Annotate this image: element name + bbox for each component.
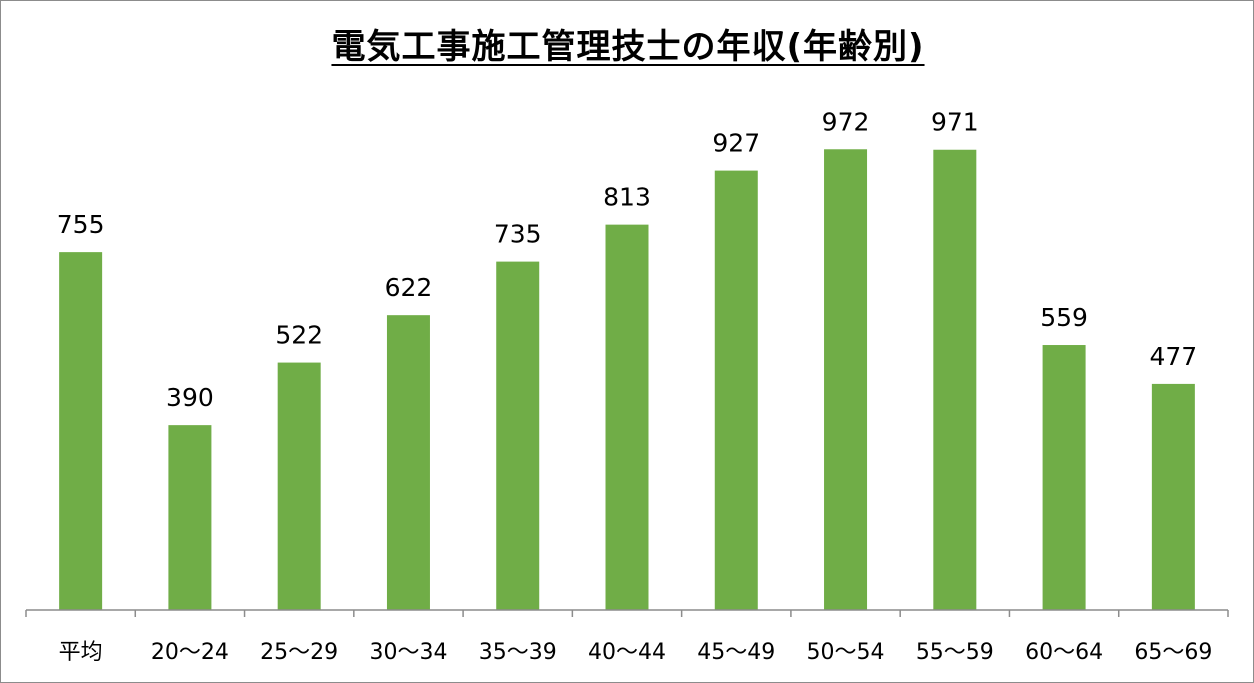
category-label-10: 65〜69 <box>1134 640 1212 665</box>
bar-4 <box>496 261 540 610</box>
bar-5 <box>605 224 649 610</box>
bar-value-label-10: 477 <box>1150 342 1198 371</box>
bar-value-label-0: 755 <box>57 210 105 239</box>
bar-7 <box>824 149 868 610</box>
bar-value-label-7: 972 <box>822 107 870 136</box>
bar-value-label-2: 522 <box>275 321 323 350</box>
bar-value-label-6: 927 <box>712 129 760 158</box>
category-label-8: 55〜59 <box>916 640 994 665</box>
category-label-9: 60〜64 <box>1025 640 1103 665</box>
bar-8 <box>933 149 977 610</box>
bars-layer <box>59 149 1195 611</box>
value-labels-layer: 755 390 522 622 735 813 927 972 971 559 477 <box>57 107 1197 412</box>
category-label-3: 30〜34 <box>369 640 447 665</box>
bar-value-label-8: 971 <box>931 108 979 137</box>
bar-value-label-4: 735 <box>494 220 542 249</box>
category-label-4: 35〜39 <box>479 640 557 665</box>
x-axis-tick-labels: 平均 20〜24 25〜29 30〜34 35〜39 40〜44 45〜49 50〜54 55〜… <box>59 640 1213 665</box>
x-axis-ticks <box>25 610 1229 617</box>
chart-title: 電気工事施工管理技士の年収(年齢別) <box>331 27 925 67</box>
bar-value-label-3: 622 <box>385 273 433 302</box>
bar-9 <box>1042 345 1086 610</box>
category-label-7: 50〜54 <box>807 640 885 665</box>
bar-10 <box>1151 383 1195 610</box>
bar-2 <box>277 362 321 610</box>
category-label-2: 25〜29 <box>260 640 338 665</box>
bar-value-label-1: 390 <box>166 383 214 412</box>
bar-3 <box>386 315 430 610</box>
bar-6 <box>714 170 758 611</box>
bar-0 <box>59 252 103 610</box>
bar-value-label-5: 813 <box>603 183 651 212</box>
category-label-6: 45〜49 <box>697 640 775 665</box>
bar-1 <box>168 425 212 610</box>
category-label-1: 20〜24 <box>151 640 229 665</box>
category-label-5: 40〜44 <box>588 640 666 665</box>
bar-value-label-9: 559 <box>1040 303 1088 332</box>
category-label-0: 平均 <box>59 640 103 665</box>
